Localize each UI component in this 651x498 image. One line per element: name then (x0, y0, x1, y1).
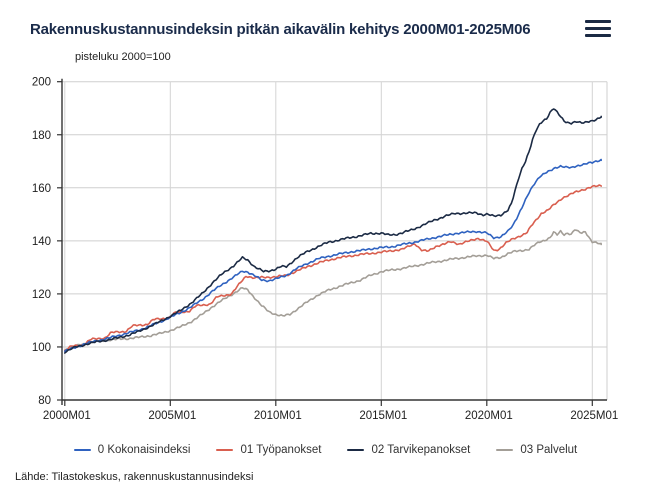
page-title: Rakennuskustannusindeksin pitkän aikaväl… (30, 21, 531, 38)
legend-item-01-ty-panokset[interactable]: 01 Työpanokset (216, 444, 321, 456)
y-tick-label: 200 (32, 77, 51, 89)
x-tick-label: 2015M01 (359, 410, 407, 422)
hamburger-menu-icon[interactable] (585, 20, 611, 37)
legend-label: 0 Kokonaisindeksi (97, 444, 191, 456)
y-tick-label: 160 (32, 183, 51, 195)
legend-item-0-kokonaisindeksi[interactable]: 0 Kokonaisindeksi (73, 444, 191, 456)
hamburger-bar (585, 20, 611, 23)
legend-swatch-icon (216, 448, 234, 452)
axis-unit-label: pisteluku 2000=100 (75, 51, 171, 63)
y-tick-label: 120 (32, 289, 51, 301)
x-tick-label: 2020M01 (465, 410, 513, 422)
y-tick-label: 80 (38, 395, 51, 407)
legend-swatch-icon (496, 448, 514, 452)
x-tick-label: 2010M01 (254, 410, 302, 422)
y-tick-label: 100 (32, 342, 51, 354)
hamburger-bar (585, 27, 611, 30)
source-text: Lähde: Tilastokeskus, rakennuskustannusi… (15, 471, 254, 483)
y-tick-label: 180 (32, 130, 51, 142)
legend-label: 03 Palvelut (520, 444, 578, 456)
legend-item-03-palvelut[interactable]: 03 Palvelut (496, 444, 577, 456)
hamburger-bar (585, 34, 611, 37)
series-line-03-palvelut (64, 229, 602, 352)
series-line-02-tarvikepanokset (64, 108, 602, 354)
chart-legend: 0 Kokonaisindeksi 01 Työpanokset 02 Tarvik… (0, 441, 651, 459)
x-tick-label: 2005M01 (148, 410, 196, 422)
x-tick-label: 2025M01 (570, 410, 618, 422)
y-tick-label: 140 (32, 236, 51, 248)
series-line-01-ty-panokset (64, 184, 602, 352)
legend-swatch-icon (73, 448, 91, 452)
legend-item-02-tarvikepanokset[interactable]: 02 Tarvikepanokset (347, 444, 470, 456)
legend-label: 01 Työpanokset (240, 444, 322, 456)
legend-label: 02 Tarvikepanokset (371, 444, 471, 456)
x-tick-label: 2000M01 (43, 410, 91, 422)
legend-swatch-icon (347, 448, 365, 452)
